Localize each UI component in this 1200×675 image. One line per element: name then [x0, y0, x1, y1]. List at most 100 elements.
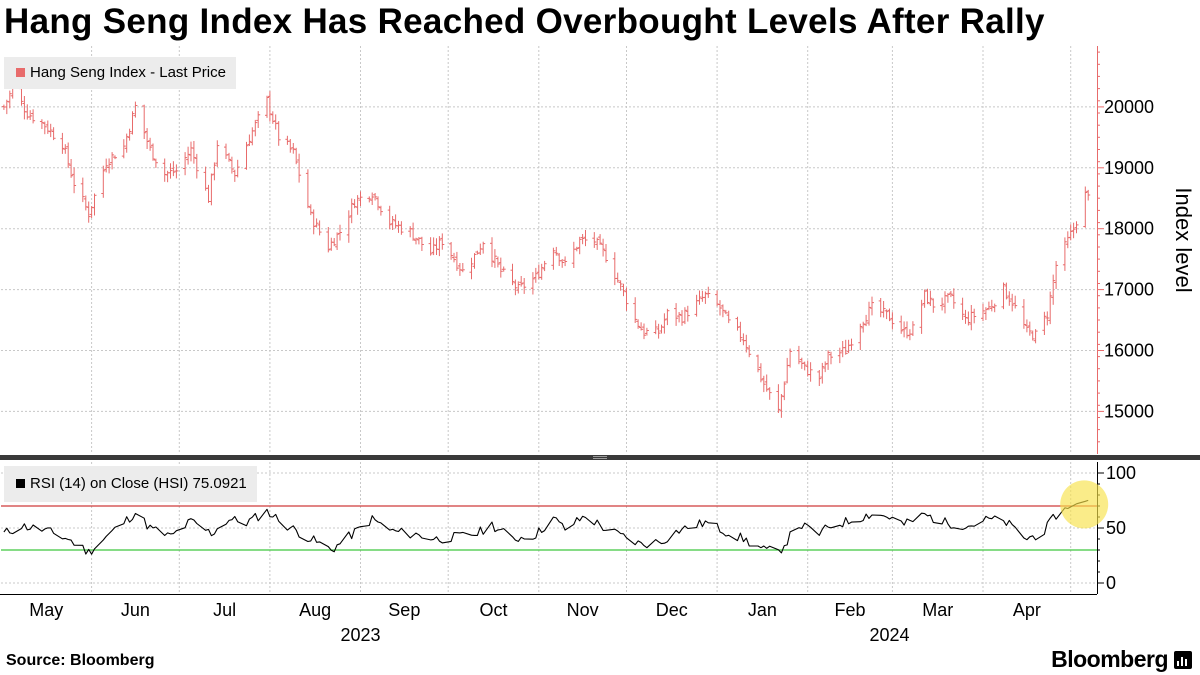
price-bar — [642, 323, 646, 340]
price-bar — [104, 158, 109, 173]
price-bar — [408, 226, 413, 238]
y-tick-label: 19000 — [1104, 158, 1154, 178]
rsi-tick-label: 100 — [1106, 463, 1136, 483]
price-bar — [1033, 329, 1038, 344]
chart-icon — [1174, 651, 1192, 669]
price-bar — [437, 236, 442, 257]
brand-logo: Bloomberg — [1051, 646, 1168, 672]
price-bar — [153, 158, 158, 168]
price-bar — [1054, 261, 1059, 289]
price-bar — [376, 196, 380, 211]
price-bar — [411, 222, 416, 241]
price-bar — [598, 234, 603, 245]
price-bar — [653, 320, 658, 335]
price-bar — [636, 319, 641, 329]
price-bar — [171, 161, 176, 177]
price-bar — [63, 144, 68, 154]
price-bar — [890, 312, 895, 330]
price-bar — [431, 237, 436, 256]
price-bar — [720, 304, 725, 318]
price-bar — [802, 361, 807, 371]
price-bar — [285, 135, 290, 145]
price-bar — [229, 156, 234, 174]
price-bar — [288, 139, 293, 153]
price-bar — [291, 143, 296, 154]
y-tick-label: 17000 — [1104, 280, 1154, 300]
price-bar — [563, 256, 568, 267]
price-bar — [162, 158, 167, 182]
price-bar — [735, 316, 740, 331]
price-bar — [808, 362, 813, 382]
price-bar — [434, 238, 439, 255]
price-bar — [577, 236, 582, 255]
price-bar — [870, 296, 874, 316]
price-bar — [256, 111, 261, 128]
x-tick-label: Aug — [299, 600, 331, 620]
price-bar — [305, 169, 310, 209]
price-bar — [1086, 189, 1091, 201]
price-bar — [419, 236, 424, 251]
price-bar — [317, 220, 322, 236]
price-bar — [878, 298, 883, 318]
price-bar — [910, 321, 915, 336]
price-bar — [194, 153, 199, 179]
price-bar — [481, 241, 486, 254]
price-bar — [574, 246, 579, 252]
price-bar — [986, 301, 991, 311]
price-bar — [571, 241, 576, 268]
y-axis-label: Index level — [1171, 187, 1196, 292]
price-bar — [1027, 321, 1032, 336]
ohlc-bars — [1, 82, 1091, 418]
y-tick-label: 15000 — [1104, 401, 1154, 421]
price-bar — [843, 339, 848, 355]
price-bar — [472, 253, 477, 269]
price-bar — [881, 301, 886, 318]
price-bar — [530, 272, 535, 295]
price-bar — [1065, 231, 1070, 249]
price-bar — [785, 357, 790, 384]
price-bar — [314, 218, 319, 228]
price-bar — [101, 165, 106, 198]
price-bar — [92, 193, 97, 216]
panel-divider — [0, 455, 1200, 460]
price-bar — [209, 173, 214, 206]
price-bar — [127, 128, 132, 141]
price-bar — [83, 195, 88, 211]
price-bar — [796, 345, 801, 365]
price-bar — [700, 290, 705, 302]
price-bar — [203, 166, 208, 191]
year-label: 2023 — [340, 625, 380, 645]
price-bar — [644, 327, 649, 336]
rsi-tick-label: 0 — [1106, 573, 1116, 593]
price-bar — [738, 321, 743, 342]
price-bar — [1051, 274, 1056, 305]
x-tick-label: Jun — [121, 600, 150, 620]
price-bar — [110, 152, 115, 170]
price-bar — [674, 303, 679, 326]
rsi-legend: RSI (14) on Close (HSI) 75.0921 — [4, 466, 257, 502]
price-bar — [428, 237, 433, 256]
price-bar — [615, 272, 620, 283]
price-bar — [829, 351, 833, 365]
price-bar — [931, 298, 936, 313]
price-bar — [142, 104, 147, 139]
rsi-line — [3, 499, 1089, 555]
price-bar — [943, 291, 947, 314]
price-bar — [66, 142, 71, 169]
price-bar — [656, 323, 661, 339]
year-label: 2024 — [869, 625, 909, 645]
price-bar — [28, 110, 33, 120]
price-bar — [1004, 282, 1009, 300]
price-bar — [758, 363, 763, 383]
price-bar — [121, 139, 126, 159]
price-bar — [820, 362, 825, 384]
price-bar — [183, 152, 188, 176]
price-bar — [72, 167, 77, 194]
price-bar — [440, 233, 445, 250]
price-bar — [519, 276, 524, 287]
price-bar — [583, 230, 588, 247]
price-bar — [454, 251, 459, 271]
price-bar — [837, 347, 842, 364]
price-bar — [536, 264, 541, 280]
price-bar — [1048, 291, 1053, 325]
